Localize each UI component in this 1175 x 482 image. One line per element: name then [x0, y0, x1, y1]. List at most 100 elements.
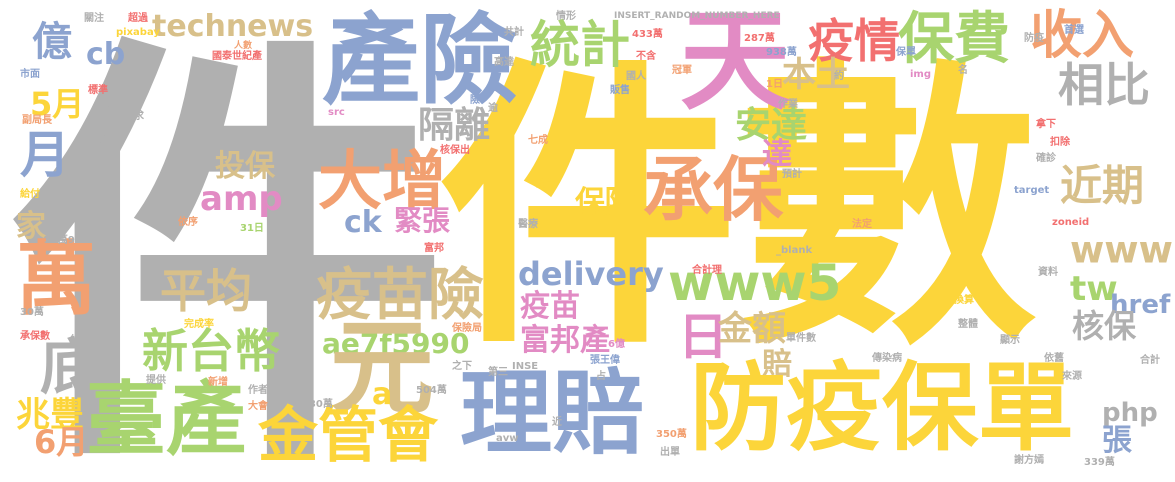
- word-small: 確診: [1036, 153, 1056, 164]
- word-small: 完成率: [184, 319, 214, 330]
- word-small: 430萬: [302, 399, 333, 410]
- word-small: 合計: [1140, 355, 1160, 366]
- word-small: 富邦: [424, 243, 444, 254]
- word-small: 6億: [608, 339, 625, 350]
- word-small: 30萬9: [44, 235, 75, 246]
- word-small: 30萬: [20, 307, 44, 318]
- word-small: avw: [496, 433, 519, 444]
- word-small: pixabay: [116, 27, 160, 38]
- word-da: 達: [762, 137, 792, 172]
- word-small: 首選: [1064, 25, 1084, 36]
- word-tongji: 統計: [530, 16, 630, 74]
- word-small: 核保出: [440, 145, 470, 156]
- word-small: target: [1014, 185, 1050, 196]
- word-small: 標準: [88, 85, 108, 96]
- word-jine: 金額: [718, 309, 786, 349]
- word-small: 提供: [146, 375, 166, 386]
- word-yimiao: 疫苗: [520, 289, 580, 324]
- word-small: 市面: [20, 69, 40, 80]
- word-pei: 賠: [762, 347, 792, 382]
- word-small: 保單: [896, 47, 916, 58]
- word-yimiaoxian: 疫苗險: [316, 263, 484, 328]
- word-small: 七成: [528, 135, 548, 146]
- word-small: 獲: [104, 99, 114, 110]
- word-5yue: 5月: [30, 85, 85, 123]
- word-amp: amp: [200, 179, 283, 219]
- word-small: 出單: [660, 447, 680, 458]
- word-small: 給付: [20, 189, 40, 200]
- word-php: php: [1102, 398, 1158, 428]
- word-lipei: 理賠: [460, 360, 645, 467]
- word-hebao: 核保: [1072, 307, 1137, 345]
- word-small: 承保數: [20, 331, 50, 342]
- word-jia: 家: [16, 209, 46, 244]
- word-small: 險: [470, 95, 480, 106]
- word-small: 需求: [124, 111, 144, 122]
- word-taichan: 臺產: [86, 373, 246, 466]
- word-small: 單件數: [786, 333, 816, 344]
- word-jianshu: 件數: [438, 35, 1038, 384]
- word-xintaibi: 新台幣: [142, 324, 280, 378]
- word-small: 938萬: [766, 47, 797, 58]
- word-small: 國人: [626, 71, 646, 82]
- word-yue: 月: [20, 126, 70, 184]
- word-small: 冠軍: [672, 65, 692, 76]
- word-toubao: 投保: [215, 149, 275, 184]
- word-tw: tw: [1070, 269, 1118, 309]
- word-small: 新增: [208, 377, 228, 388]
- word-small: 約理: [70, 335, 90, 346]
- word-small: 情形: [556, 11, 576, 22]
- word-dazeng: 大增: [318, 145, 446, 219]
- word-small: 名: [958, 65, 968, 76]
- word-6yue: 6月: [34, 423, 89, 461]
- word-wan: 萬: [16, 233, 96, 326]
- word-small: 升溫: [88, 135, 108, 146]
- word-small: 339萬: [1084, 457, 1115, 468]
- word-small: 扣除: [1050, 137, 1070, 148]
- word-small: 拿下: [1036, 119, 1056, 130]
- word-small: 占: [596, 371, 606, 382]
- word-yi: 億: [32, 19, 72, 65]
- word-chengbao: 承保: [643, 149, 783, 231]
- word-small: 之下: [452, 361, 472, 372]
- word-bentu: 本土: [782, 55, 850, 95]
- word-small: 作者: [248, 385, 268, 396]
- word-small: 287萬: [744, 33, 775, 44]
- word-small: 人數: [234, 41, 253, 51]
- word-small: 販售: [610, 85, 630, 96]
- word-small: 約: [834, 71, 844, 82]
- word-baozhang: 保障: [575, 185, 635, 220]
- word-small: 高達: [494, 57, 514, 68]
- word-di: 底: [40, 333, 100, 403]
- word-small: 副局長: [22, 115, 52, 126]
- word-small: 整體: [958, 319, 978, 330]
- word-zhang: 張: [1102, 423, 1132, 458]
- word-small: 近: [552, 417, 562, 428]
- word-ae7f5990: ae7f5990: [322, 327, 470, 360]
- word-small: 350萬: [656, 429, 687, 440]
- word-pingjun: 平均: [160, 264, 252, 318]
- word-small: 1日: [766, 79, 783, 90]
- word-yiqing: 疫情: [808, 14, 900, 68]
- word-small: 作業: [778, 99, 798, 110]
- word-small: 433萬: [632, 29, 663, 40]
- word-small: 第三: [488, 367, 508, 378]
- word-small: 依序: [178, 217, 198, 228]
- word-small: 保險局: [452, 323, 482, 334]
- word-small: INSE: [512, 361, 539, 372]
- word-small: src: [328, 107, 345, 118]
- word-jinguanhui: 金管會: [258, 401, 438, 471]
- word-small: 大會: [248, 401, 268, 412]
- word-small: 超過: [128, 13, 148, 24]
- word-jian: 件: [8, 4, 448, 482]
- word-technews: technews: [152, 9, 314, 44]
- word-small: 顯示: [1000, 335, 1020, 346]
- word-anda: 安達: [735, 105, 808, 146]
- word-delivery: delivery: [518, 255, 664, 293]
- word-fangyibaodan: 防疫保單: [690, 352, 1074, 464]
- word-jinqi: 近期: [1060, 161, 1145, 210]
- word-small: 共計: [504, 27, 524, 38]
- word-xiangbi: 相比: [1058, 58, 1150, 112]
- word-tian: 天: [680, 0, 790, 125]
